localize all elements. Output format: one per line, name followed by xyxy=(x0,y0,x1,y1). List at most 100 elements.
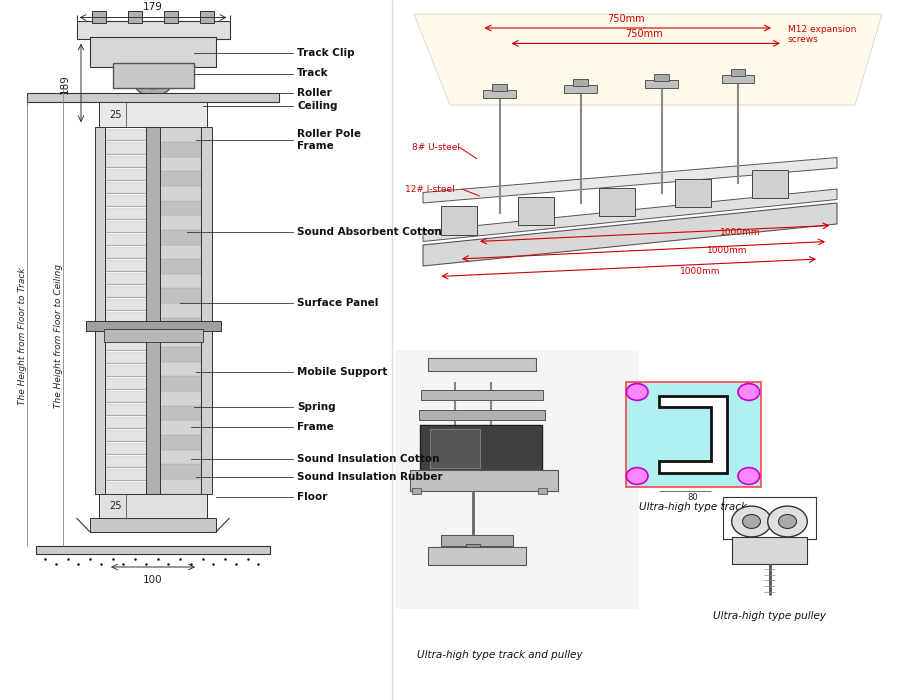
Bar xyxy=(410,470,558,491)
Bar xyxy=(538,488,547,494)
Bar xyxy=(27,93,279,102)
Text: Spring: Spring xyxy=(297,402,336,412)
Bar xyxy=(518,197,554,225)
Bar xyxy=(428,547,526,565)
Bar xyxy=(420,425,542,472)
Bar xyxy=(158,244,201,259)
Bar xyxy=(722,75,754,83)
Bar xyxy=(158,362,201,377)
Text: Ultra-high type track: Ultra-high type track xyxy=(639,503,747,512)
Bar xyxy=(396,350,639,609)
Circle shape xyxy=(142,72,164,89)
Bar xyxy=(158,479,201,493)
Text: The Height from Floor to Ceiling: The Height from Floor to Ceiling xyxy=(54,264,63,408)
Bar xyxy=(158,127,201,142)
Text: Sound Insulation Rubber: Sound Insulation Rubber xyxy=(297,473,443,482)
Bar xyxy=(164,10,178,23)
Circle shape xyxy=(738,384,760,400)
Bar xyxy=(675,179,711,207)
Bar xyxy=(428,358,536,371)
Bar xyxy=(112,63,194,88)
Text: Roller: Roller xyxy=(297,88,332,98)
Bar xyxy=(86,321,220,332)
Bar xyxy=(76,21,230,38)
Bar xyxy=(158,259,201,274)
Bar xyxy=(564,85,597,93)
Bar xyxy=(573,79,588,86)
Text: Mobile Support: Mobile Support xyxy=(297,368,387,377)
Bar xyxy=(158,405,201,420)
Bar xyxy=(158,391,201,405)
Text: Surface Panel: Surface Panel xyxy=(297,298,378,308)
Text: 25: 25 xyxy=(109,501,122,511)
Circle shape xyxy=(425,435,457,461)
Text: M12 expansion
screws: M12 expansion screws xyxy=(788,25,856,44)
Text: 1000mm: 1000mm xyxy=(706,246,747,256)
Circle shape xyxy=(626,468,648,484)
Text: 1000mm: 1000mm xyxy=(720,228,760,237)
Bar xyxy=(723,497,816,539)
Text: Track Clip: Track Clip xyxy=(297,48,355,58)
Text: Ultra-high type track and pulley: Ultra-high type track and pulley xyxy=(417,650,582,659)
Text: Sound Insulation Cotton: Sound Insulation Cotton xyxy=(297,454,439,463)
Bar xyxy=(158,420,201,435)
Bar xyxy=(158,347,201,362)
Bar xyxy=(158,172,201,186)
Circle shape xyxy=(446,438,472,458)
Text: 1000mm: 1000mm xyxy=(680,267,720,276)
Text: 8# U-steel: 8# U-steel xyxy=(412,143,460,151)
Bar xyxy=(158,303,201,318)
Circle shape xyxy=(778,514,796,528)
Bar xyxy=(412,488,421,494)
Polygon shape xyxy=(414,14,882,105)
Text: Frame: Frame xyxy=(297,422,334,432)
Polygon shape xyxy=(659,395,727,472)
Bar xyxy=(732,537,807,564)
Bar xyxy=(128,10,142,23)
Polygon shape xyxy=(423,158,837,203)
Bar xyxy=(598,188,634,216)
Bar xyxy=(158,288,201,303)
Bar xyxy=(158,318,201,332)
Bar xyxy=(466,544,480,551)
Bar xyxy=(104,330,202,342)
Circle shape xyxy=(768,506,807,537)
Text: Ceiling: Ceiling xyxy=(297,102,338,111)
Bar xyxy=(626,382,760,486)
Bar xyxy=(418,410,544,420)
Circle shape xyxy=(732,506,771,537)
Bar xyxy=(158,377,201,391)
Bar xyxy=(483,458,498,465)
Bar xyxy=(441,535,513,546)
Bar xyxy=(158,449,201,464)
Bar xyxy=(158,201,201,216)
Bar xyxy=(92,10,106,23)
Bar xyxy=(421,390,543,400)
Bar xyxy=(99,102,207,127)
Bar xyxy=(158,216,201,230)
Text: The Height from Floor to Track: The Height from Floor to Track xyxy=(18,267,27,405)
Text: 80: 80 xyxy=(688,494,698,503)
Bar xyxy=(158,274,201,288)
Text: Track: Track xyxy=(297,69,328,78)
Bar xyxy=(200,10,214,23)
Bar xyxy=(752,170,788,198)
Circle shape xyxy=(742,514,760,528)
Bar xyxy=(146,127,160,493)
Text: Sound Absorbent Cotton: Sound Absorbent Cotton xyxy=(297,228,442,237)
Bar xyxy=(158,186,201,201)
Bar xyxy=(158,332,201,347)
Text: 100: 100 xyxy=(143,575,163,585)
Polygon shape xyxy=(423,203,837,266)
Bar xyxy=(654,74,669,81)
Bar xyxy=(201,127,212,493)
Text: 25: 25 xyxy=(109,110,122,120)
Bar xyxy=(90,518,216,532)
Bar xyxy=(483,90,516,98)
Bar xyxy=(158,435,201,449)
Bar xyxy=(731,69,745,76)
Circle shape xyxy=(133,65,173,96)
Text: 750mm: 750mm xyxy=(607,14,644,24)
Bar xyxy=(90,37,216,66)
Text: 179: 179 xyxy=(143,2,163,12)
